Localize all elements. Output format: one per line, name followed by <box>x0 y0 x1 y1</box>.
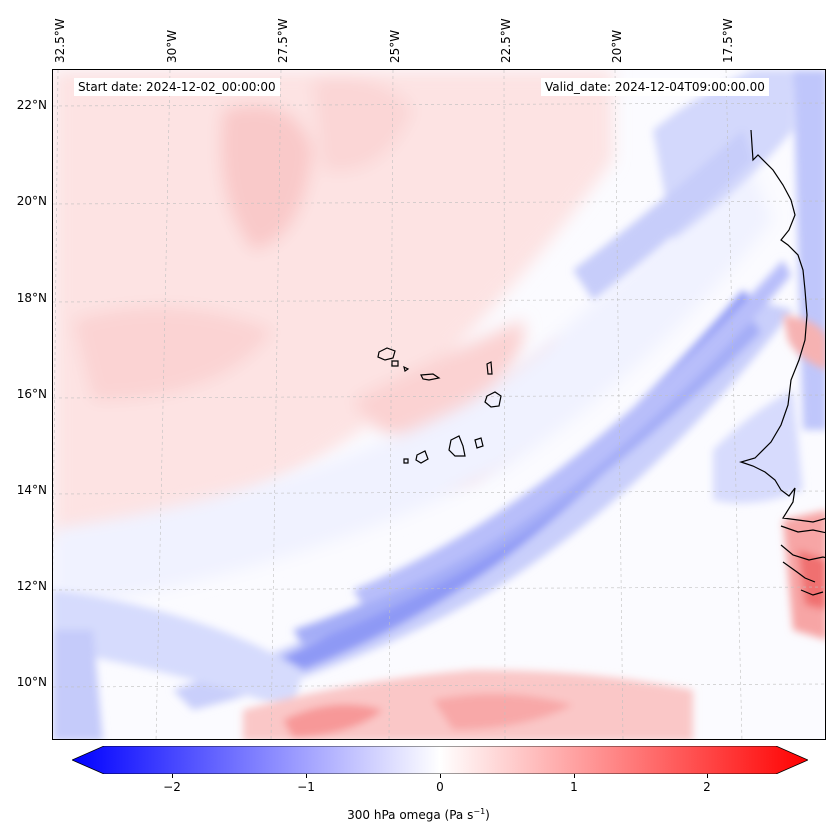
colorbar-tickmark <box>707 774 708 778</box>
colorbar-tickmark <box>172 774 173 778</box>
colorbar-gradient <box>72 746 808 774</box>
lat-label-16n: 16°N <box>16 387 47 401</box>
lon-label-17-5w: 17.5°W <box>721 18 735 63</box>
omega-map[interactable] <box>52 69 826 740</box>
valid-date-label: Valid_date: 2024-12-04T09:00:00.00 <box>541 78 769 96</box>
cape-verde-islands <box>377 347 502 464</box>
colorbar-tick-label: 0 <box>436 780 444 794</box>
lon-label-27-5w: 27.5°W <box>276 18 290 63</box>
lon-label-25w: 25°W <box>388 29 402 63</box>
positive-omega-region-south <box>243 315 825 739</box>
lat-label-20n: 20°N <box>16 194 47 208</box>
colorbar-tickmark <box>306 774 307 778</box>
colorbar-tick-label: 2 <box>703 780 711 794</box>
colorbar-tickmark <box>574 774 575 778</box>
negative-omega-bands <box>53 70 825 739</box>
start-date-label: Start date: 2024-12-02_00:00:00 <box>74 78 280 96</box>
lat-label-22n: 22°N <box>16 98 47 112</box>
lon-label-22-5w: 22.5°W <box>499 18 513 63</box>
coastline <box>738 129 825 596</box>
colorbar-label: 300 hPa omega (Pa s−1) <box>0 807 837 822</box>
colorbar-units-exponent: −1 <box>473 807 486 816</box>
lat-label-10n: 10°N <box>16 675 47 689</box>
colorbar-units: (Pa s <box>444 808 474 822</box>
lon-label-20w: 20°W <box>610 29 624 63</box>
lon-label-30w: 30°W <box>165 29 179 63</box>
colorbar-units-close: ) <box>485 808 490 822</box>
lat-label-18n: 18°N <box>16 291 47 305</box>
lon-label-32-5w: 32.5°W <box>53 18 67 63</box>
colorbar-variable: 300 hPa omega <box>347 808 441 822</box>
colorbar-tick-label: −1 <box>297 780 315 794</box>
colorbar-tickmark <box>440 774 441 778</box>
colorbar <box>72 746 808 774</box>
lat-label-14n: 14°N <box>16 483 47 497</box>
graticule <box>53 70 825 739</box>
colorbar-tick-label: 1 <box>570 780 578 794</box>
neutral-band <box>53 150 773 610</box>
lat-label-12n: 12°N <box>16 579 47 593</box>
colorbar-tick-label: −2 <box>163 780 181 794</box>
omega-field <box>53 70 825 739</box>
